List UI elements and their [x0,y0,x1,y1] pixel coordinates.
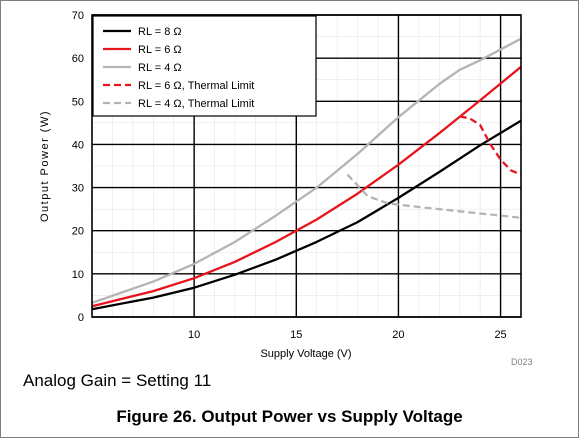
y-tick-label: 30 [72,183,84,195]
legend-label: RL = 6 Ω [138,44,182,56]
y-tick-label: 60 [72,53,84,65]
x-axis-label: Supply Voltage (V) [260,348,351,360]
axes: 10 15 20 25 0 10 20 30 40 50 60 70 Supply Voltage (V… [39,10,522,360]
plot-frame [91,14,522,318]
x-tick-label: 25 [494,329,506,341]
legend-label: RL = 4 Ω, Thermal Limit [138,98,254,110]
chart: 10 15 20 25 0 10 20 30 40 50 60 70 Supply Voltage (V… [39,10,522,360]
series-line-5 [346,173,522,219]
legend-label: RL = 8 Ω [138,26,182,38]
y-tick-label: 40 [72,139,84,151]
x-tick-label: 10 [188,329,200,341]
series-lines [91,37,522,311]
y-tick-label: 0 [78,312,84,324]
legend-label: RL = 6 Ω, Thermal Limit [138,80,254,92]
figure-caption: Figure 26. Output Power vs Supply Voltag… [116,407,463,426]
y-tick-label: 20 [72,226,84,238]
legend: RL = 8 Ω RL = 6 Ω RL = 4 Ω RL = 6 Ω, Therma… [92,15,317,117]
analog-gain-annotation: Analog Gain = Setting 11 [23,371,212,390]
y-tick-label: 70 [72,10,84,22]
x-tick-label: 15 [290,329,302,341]
chart-id: D023 [511,357,533,367]
y-tick-label: 10 [72,269,84,281]
y-tick-label: 50 [72,96,84,108]
series-line-1 [91,119,522,311]
series-line-3 [91,37,522,304]
y-axis-label: Output Power (W) [39,110,51,222]
series-line-2 [91,65,522,308]
x-tick-label: 20 [392,329,404,341]
legend-label: RL = 4 Ω [138,62,182,74]
series-line-4 [459,115,522,176]
